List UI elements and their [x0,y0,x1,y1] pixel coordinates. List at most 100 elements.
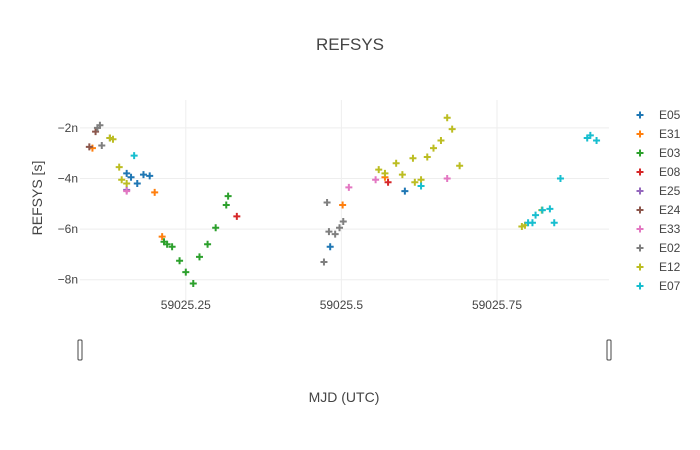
data-point[interactable] [204,240,212,248]
series-e03[interactable] [160,192,232,287]
data-point[interactable] [417,176,425,184]
series-e33[interactable] [123,174,451,195]
data-point[interactable] [375,166,383,174]
series-e07[interactable] [130,131,601,227]
series-e24[interactable] [85,128,100,151]
data-point[interactable] [429,144,437,152]
data-point[interactable] [417,182,425,190]
legend-item-e08[interactable]: E08 [636,165,681,179]
data-point[interactable] [146,172,154,180]
data-point[interactable] [538,206,546,214]
y-tick-label: −4n [58,171,78,185]
legend-label: E31 [659,127,681,141]
data-point[interactable] [115,163,123,171]
data-point[interactable] [409,154,417,162]
data-point[interactable] [109,135,117,143]
legend-marker [636,244,644,252]
legend-item-e07[interactable]: E07 [636,279,681,293]
series-e12[interactable] [106,114,546,231]
legend-marker [636,282,644,290]
data-point[interactable] [586,131,594,139]
data-point[interactable] [556,174,564,182]
data-point[interactable] [401,187,409,195]
data-point[interactable] [85,143,93,151]
x-tick-label: 59025.25 [161,298,211,312]
data-point[interactable] [326,243,334,251]
series-e08[interactable] [233,178,392,220]
legend-item-e33[interactable]: E33 [636,222,681,236]
data-point[interactable] [96,121,104,129]
legend-label: E02 [659,241,681,255]
legend[interactable]: E05 E31 E03 E08 E25 E24 E33 E02 E12 E07 [636,108,681,293]
x-axis-title: MJD (UTC) [309,389,380,405]
data-point[interactable] [158,233,166,241]
range-slider-left-handle[interactable] [77,339,83,361]
legend-label: E12 [659,260,681,274]
data-point[interactable] [222,201,230,209]
data-point[interactable] [163,240,171,248]
data-point[interactable] [139,171,147,179]
data-point[interactable] [92,128,100,136]
data-point[interactable] [123,180,131,188]
data-point[interactable] [411,178,419,186]
legend-marker [636,149,644,157]
data-point[interactable] [345,183,353,191]
data-point[interactable] [323,199,331,206]
legend-item-e31[interactable]: E31 [636,127,681,141]
legend-item-e02[interactable]: E02 [636,241,681,255]
data-point[interactable] [423,153,431,161]
data-point[interactable] [98,142,106,150]
data-point[interactable] [130,152,138,160]
range-slider-right-handle[interactable] [606,339,612,361]
data-point[interactable] [528,219,536,227]
legend-item-e25[interactable]: E25 [636,184,681,198]
data-point[interactable] [532,211,540,219]
data-point[interactable] [123,187,131,195]
data-point[interactable] [182,268,190,276]
legend-item-e24[interactable]: E24 [636,203,681,217]
data-point[interactable] [168,243,176,251]
data-point[interactable] [176,257,184,265]
series-e05[interactable] [123,169,409,251]
data-point[interactable] [133,180,141,188]
range-slider[interactable] [77,339,612,361]
data-point[interactable] [123,169,131,177]
data-point[interactable] [392,159,400,167]
data-point[interactable] [151,188,159,196]
data-point[interactable] [443,114,451,122]
data-point[interactable] [339,201,347,209]
data-point[interactable] [233,212,241,220]
data-point[interactable] [550,219,558,227]
data-point[interactable] [381,169,389,177]
data-point[interactable] [189,279,197,287]
data-point[interactable] [118,176,126,184]
data-point[interactable] [224,192,232,200]
data-point[interactable] [437,136,445,144]
legend-label: E24 [659,203,681,217]
legend-marker [636,111,644,119]
data-point[interactable] [331,230,339,238]
data-point[interactable] [127,173,135,181]
data-point[interactable] [339,217,347,225]
data-point[interactable] [320,258,328,266]
data-point[interactable] [384,178,392,186]
legend-label: E03 [659,146,681,160]
legend-marker [636,206,644,214]
data-point[interactable] [372,176,380,184]
data-point[interactable] [212,224,220,232]
data-point[interactable] [336,224,344,232]
data-point[interactable] [195,253,203,261]
data-point[interactable] [546,205,554,213]
legend-item-e03[interactable]: E03 [636,146,681,160]
data-point[interactable] [443,174,451,182]
data-point[interactable] [398,171,406,179]
data-point[interactable] [593,136,601,144]
data-point[interactable] [325,228,333,236]
data-point[interactable] [448,125,456,133]
data-points[interactable] [85,114,601,287]
data-point[interactable] [456,162,464,170]
series-e02[interactable] [93,121,347,266]
legend-item-e05[interactable]: E05 [636,108,681,122]
legend-item-e12[interactable]: E12 [636,260,681,274]
